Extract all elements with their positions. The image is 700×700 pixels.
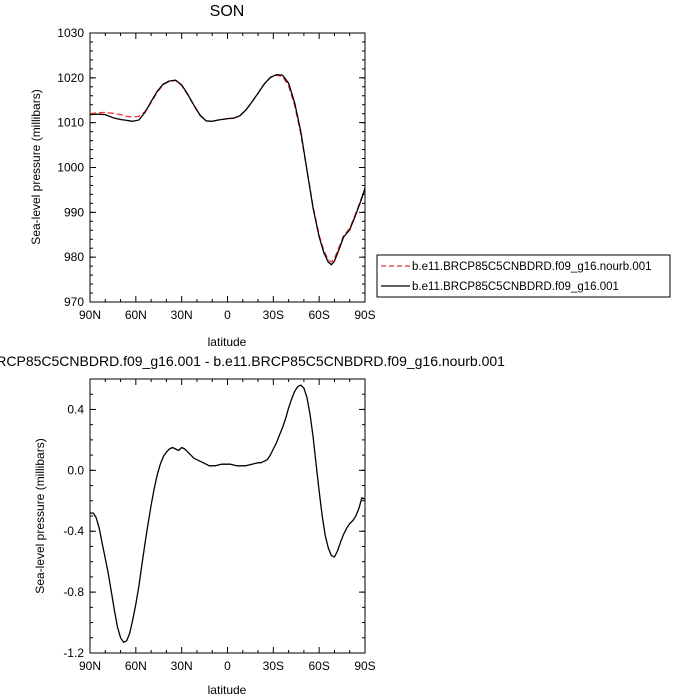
y-tick-label: -0.8 <box>63 585 84 599</box>
x-tick-label: 0 <box>224 308 231 322</box>
series-line-1 <box>89 74 366 266</box>
y-tick-label: 990 <box>64 205 84 219</box>
y-tick-label: 1030 <box>57 26 84 40</box>
x-tick-label: 90S <box>354 659 375 673</box>
legend-label-base: b.e11.BRCP85C5CNBDRD.f09_g16.001 <box>412 281 619 293</box>
y-tick-label: 1000 <box>57 161 84 175</box>
bottom-chart-panel: b.e11.BRCP85C5CNBDRD.f09_g16.001 - b.e11… <box>0 353 505 697</box>
bottom-chart-ylabel: Sea-level pressure (millibars) <box>33 438 47 593</box>
top-chart-panel: SON 90N 60N 30N 0 30S 60S 90S 970 980 990 1000 1010… <box>29 3 376 349</box>
bottom-chart-tick-labels: 90N 60N 30N 0 30S 60S 90S -1.2 -0.8 -0.4 0.0 0.4 <box>63 402 375 673</box>
x-tick-label: 90S <box>354 308 375 322</box>
x-tick-label: 60N <box>125 308 147 322</box>
x-tick-label: 90N <box>79 659 101 673</box>
top-chart-xlabel: latitude <box>208 335 247 349</box>
bottom-chart-title: b.e11.BRCP85C5CNBDRD.f09_g16.001 - b.e11… <box>0 353 505 369</box>
x-tick-label: 60N <box>125 659 147 673</box>
x-tick-label: 90N <box>79 308 101 322</box>
series-line-0 <box>90 384 366 643</box>
bottom-chart-frame <box>89 378 366 654</box>
y-tick-label: 980 <box>64 250 84 264</box>
bottom-chart-ticks <box>89 378 366 654</box>
top-chart-ylabel: Sea-level pressure (millibars) <box>29 89 43 244</box>
top-chart-title: SON <box>210 3 245 20</box>
top-chart-series <box>89 74 366 266</box>
y-tick-label: 0.4 <box>67 402 84 416</box>
top-chart-frame <box>89 32 366 303</box>
y-tick-label: -1.2 <box>63 646 84 660</box>
legend-label-nourb: b.e11.BRCP85C5CNBDRD.f09_g16.nourb.001 <box>412 261 652 273</box>
x-tick-label: 30S <box>263 308 284 322</box>
x-tick-label: 0 <box>224 659 231 673</box>
top-chart-legend: b.e11.BRCP85C5CNBDRD.f09_g16.nourb.001 b… <box>376 254 671 298</box>
x-tick-label: 60S <box>308 659 329 673</box>
series-line-0 <box>89 74 366 263</box>
top-chart-ticks <box>89 32 366 303</box>
y-tick-label: 970 <box>64 295 84 309</box>
y-tick-label: 0.0 <box>67 463 84 477</box>
legend-box <box>376 254 671 298</box>
y-tick-label: 1020 <box>57 71 84 85</box>
bottom-chart-series <box>90 384 366 643</box>
x-tick-label: 30S <box>263 659 284 673</box>
x-tick-label: 60S <box>308 308 329 322</box>
bottom-chart-xlabel: latitude <box>208 683 247 697</box>
top-chart-tick-labels: 90N 60N 30N 0 30S 60S 90S 970 980 990 1000 1010 1020… <box>57 26 375 322</box>
y-tick-label: -0.4 <box>63 524 84 538</box>
x-tick-label: 30N <box>171 308 193 322</box>
y-tick-label: 1010 <box>57 116 84 130</box>
x-tick-label: 30N <box>171 659 193 673</box>
